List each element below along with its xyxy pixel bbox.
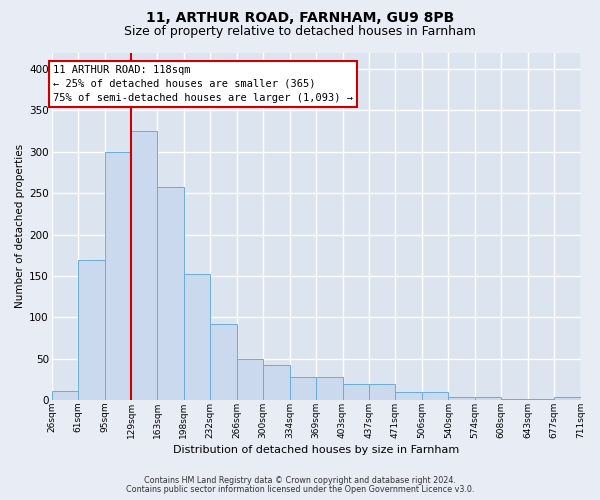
Text: Contains HM Land Registry data © Crown copyright and database right 2024.: Contains HM Land Registry data © Crown c… xyxy=(144,476,456,485)
Bar xyxy=(554,397,581,400)
Bar xyxy=(527,398,554,400)
Text: Contains public sector information licensed under the Open Government Licence v3: Contains public sector information licen… xyxy=(126,485,474,494)
Text: 11, ARTHUR ROAD, FARNHAM, GU9 8PB: 11, ARTHUR ROAD, FARNHAM, GU9 8PB xyxy=(146,11,454,25)
Bar xyxy=(237,359,263,401)
Bar xyxy=(369,384,395,400)
Bar xyxy=(184,274,211,400)
Bar xyxy=(52,391,78,400)
Bar xyxy=(157,186,184,400)
Text: Size of property relative to detached houses in Farnham: Size of property relative to detached ho… xyxy=(124,25,476,38)
Bar xyxy=(104,152,131,400)
Bar xyxy=(448,397,475,400)
Bar xyxy=(131,131,157,400)
Bar xyxy=(395,392,422,400)
Bar xyxy=(422,392,448,400)
Bar xyxy=(316,377,343,400)
Y-axis label: Number of detached properties: Number of detached properties xyxy=(15,144,25,308)
Text: 11 ARTHUR ROAD: 118sqm
← 25% of detached houses are smaller (365)
75% of semi-de: 11 ARTHUR ROAD: 118sqm ← 25% of detached… xyxy=(53,65,353,103)
Bar xyxy=(290,377,316,400)
Bar xyxy=(211,324,237,400)
Bar xyxy=(78,260,104,400)
Bar xyxy=(475,397,501,400)
Bar xyxy=(501,398,527,400)
Bar xyxy=(343,384,369,400)
Bar xyxy=(263,364,290,400)
X-axis label: Distribution of detached houses by size in Farnham: Distribution of detached houses by size … xyxy=(173,445,459,455)
